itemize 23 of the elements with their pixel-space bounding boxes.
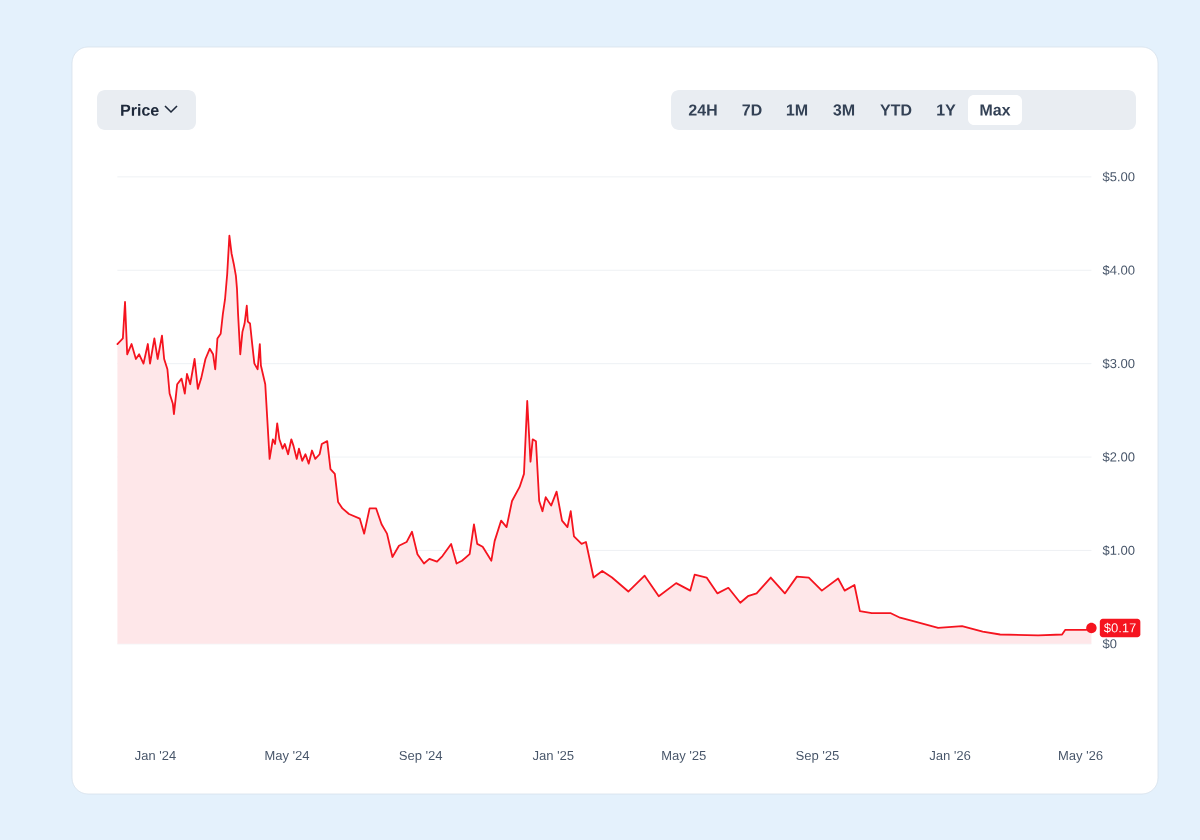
x-tick-label: Jan '24 (134, 750, 176, 761)
text: 1Y (937, 104, 956, 116)
text: 7D (742, 104, 762, 116)
x-tick-label: May '25 (662, 750, 706, 763)
text: YTD (880, 104, 912, 116)
x-tick-label: May '26 (1059, 750, 1103, 763)
text: 3M (833, 104, 855, 116)
text: 24H (688, 104, 717, 116)
text: 1M (786, 104, 808, 116)
y-tick-label: $5.00 (1102, 171, 1135, 183)
annotation: $0.17 (1103, 622, 1136, 634)
text: Price (121, 104, 159, 116)
x-tick-label: Jan '25 (532, 750, 574, 761)
x-tick-label: Sep '25 (796, 750, 839, 763)
text: Max (980, 104, 1011, 116)
x-tick-label: Sep '24 (399, 750, 443, 763)
x-tick-label: May '24 (265, 750, 310, 763)
y-tick-label: $4.00 (1102, 265, 1135, 276)
x-tick-label: Jan '26 (929, 750, 971, 761)
y-tick-label: $0 (1102, 638, 1117, 650)
y-tick-label: $2.00 (1102, 451, 1135, 463)
y-tick-label: $1.00 (1102, 545, 1135, 556)
y-tick-label: $3.00 (1102, 358, 1135, 369)
